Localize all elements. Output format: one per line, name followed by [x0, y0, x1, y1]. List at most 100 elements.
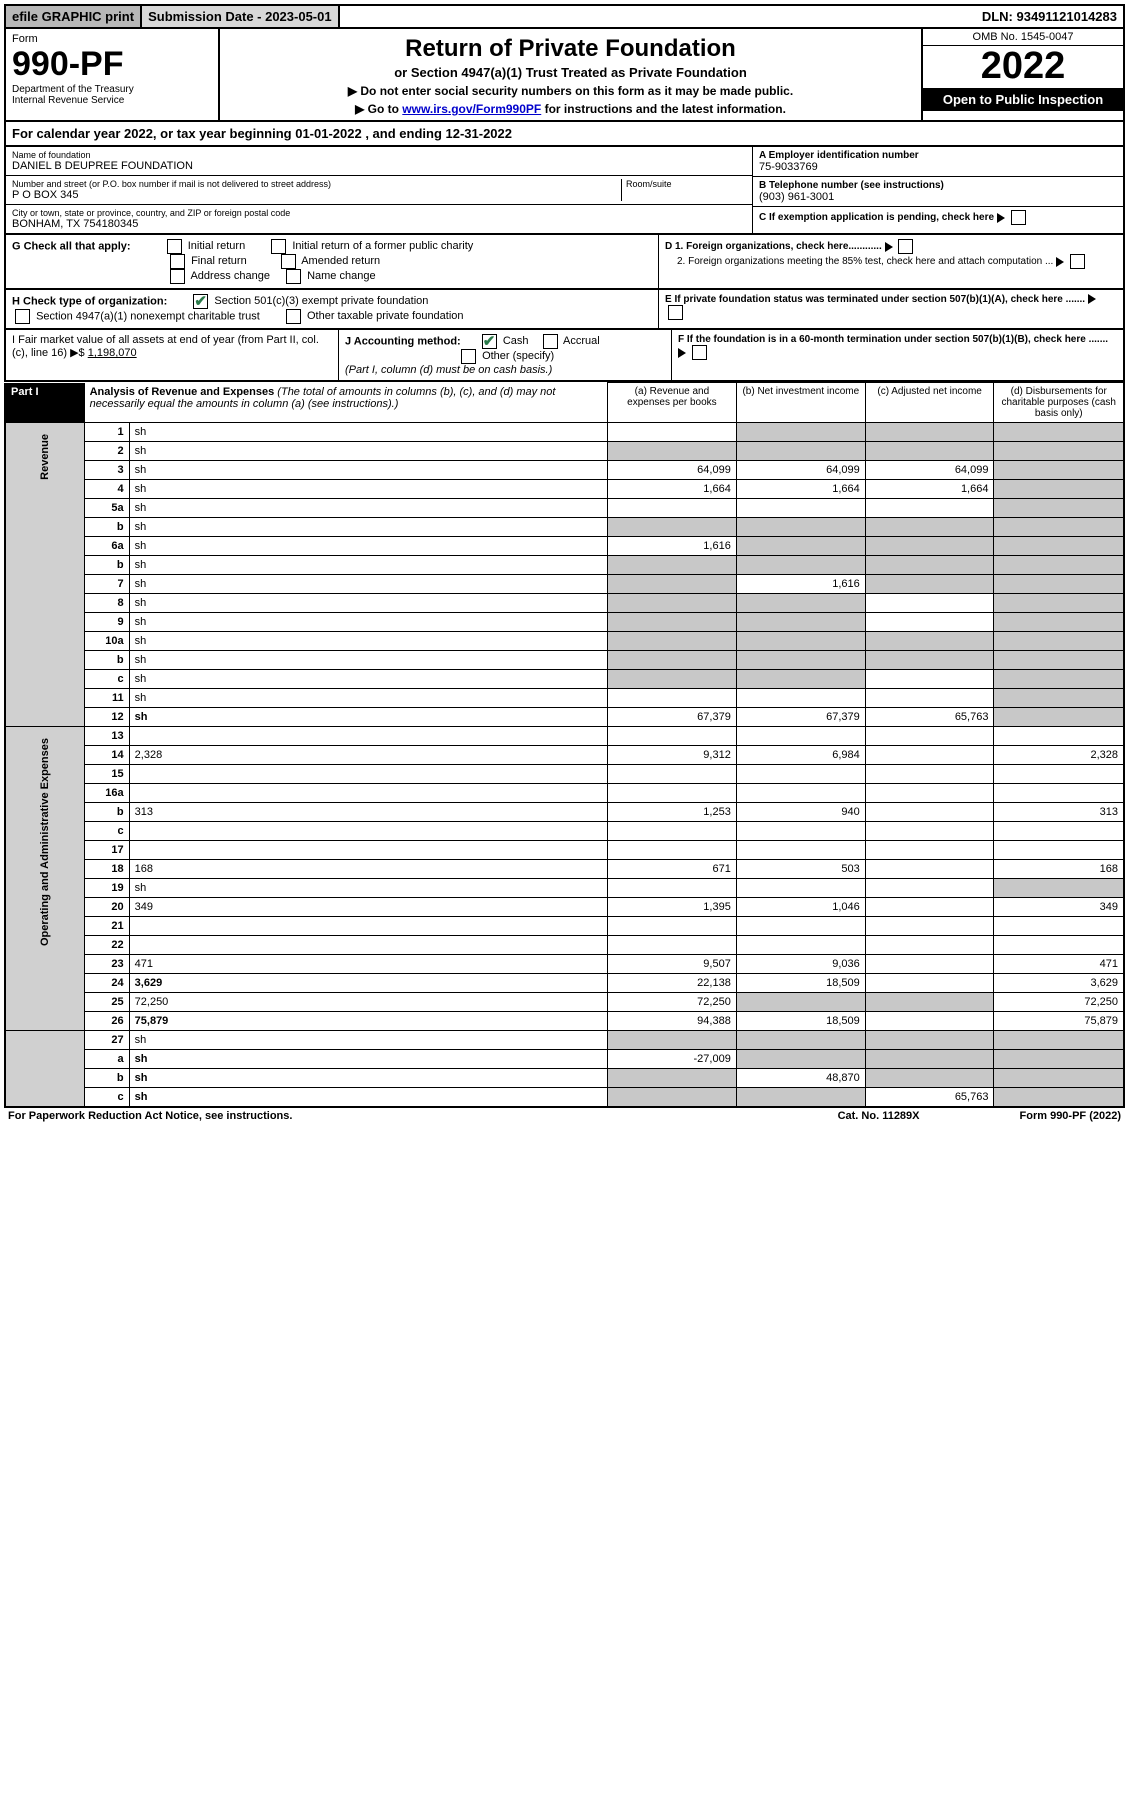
form-label: Form [12, 33, 212, 45]
open-to-public: Open to Public Inspection [923, 88, 1123, 111]
table-cell-shaded [865, 632, 994, 651]
e-checkbox[interactable] [668, 305, 683, 320]
f-checkbox[interactable] [692, 345, 707, 360]
line-description: sh [129, 613, 607, 632]
table-row: 21 [5, 917, 1124, 936]
line-number: 6a [85, 537, 130, 556]
g-amended-cb[interactable] [281, 254, 296, 269]
h-label: H Check type of organization: [12, 295, 167, 307]
g-final-return-cb[interactable] [170, 254, 185, 269]
g-address-change-cb[interactable] [170, 269, 185, 284]
line-description: sh [129, 575, 607, 594]
g-name-change-cb[interactable] [286, 269, 301, 284]
table-cell-shaded [994, 518, 1124, 537]
table-cell: 1,664 [736, 480, 865, 499]
table-cell: 671 [608, 860, 737, 879]
line-number: 25 [85, 993, 130, 1012]
part1-label: Part I [5, 383, 85, 423]
table-cell: 67,379 [608, 708, 737, 727]
h-4947-cb[interactable] [15, 309, 30, 324]
table-row: 243,62922,13818,5093,629 [5, 974, 1124, 993]
line-number: 20 [85, 898, 130, 917]
irs-label: Internal Revenue Service [12, 95, 212, 106]
g-initial-return-cb[interactable] [167, 239, 182, 254]
table-cell-shaded [994, 689, 1124, 708]
line-description: sh [129, 879, 607, 898]
table-cell-shaded [994, 461, 1124, 480]
table-cell [608, 917, 737, 936]
d1-checkbox[interactable] [898, 239, 913, 254]
h-501c3-cb[interactable] [193, 294, 208, 309]
line-description: sh [129, 442, 607, 461]
c-checkbox[interactable] [1011, 210, 1026, 225]
line-description: 349 [129, 898, 607, 917]
line-number: 24 [85, 974, 130, 993]
table-cell-shaded [994, 1031, 1124, 1050]
i-j-f-section: I Fair market value of all assets at end… [4, 330, 1125, 382]
table-cell-shaded [865, 518, 994, 537]
table-cell: 2,328 [994, 746, 1124, 765]
table-cell: 1,664 [865, 480, 994, 499]
arrow-icon [678, 348, 686, 358]
table-cell: 503 [736, 860, 865, 879]
table-cell [736, 689, 865, 708]
g-initial-former-cb[interactable] [271, 239, 286, 254]
g-d-section: G Check all that apply: Initial return I… [4, 235, 1125, 290]
table-row: 2675,87994,38818,50975,879 [5, 1012, 1124, 1031]
city-label: City or town, state or province, country… [12, 208, 746, 218]
line-description: sh [129, 537, 607, 556]
table-cell [865, 746, 994, 765]
table-cell-shaded [994, 537, 1124, 556]
line-number: c [85, 822, 130, 841]
j-other-cb[interactable] [461, 349, 476, 364]
table-row: 19sh [5, 879, 1124, 898]
room-label: Room/suite [626, 179, 746, 189]
j-accrual-cb[interactable] [543, 334, 558, 349]
table-row: 3sh64,09964,09964,099 [5, 461, 1124, 480]
line-description [129, 727, 607, 746]
table-cell: 18,509 [736, 1012, 865, 1031]
dln-number: DLN: 93491121014283 [976, 6, 1123, 27]
line-number: 18 [85, 860, 130, 879]
table-cell-shaded [994, 480, 1124, 499]
line-number: a [85, 1050, 130, 1069]
table-row: ash-27,009 [5, 1050, 1124, 1069]
table-cell-shaded [608, 594, 737, 613]
table-cell-shaded [736, 537, 865, 556]
table-cell: 1,395 [608, 898, 737, 917]
table-cell-shaded [608, 632, 737, 651]
i-fmv-value: 1,198,070 [88, 347, 137, 359]
h-other-taxable-cb[interactable] [286, 309, 301, 324]
tax-year: 2022 [923, 46, 1123, 88]
table-row: bsh [5, 518, 1124, 537]
table-cell: 6,984 [736, 746, 865, 765]
table-cell-shaded [608, 518, 737, 537]
table-cell-shaded [994, 708, 1124, 727]
line-description [129, 841, 607, 860]
table-cell: 22,138 [608, 974, 737, 993]
goto-instructions: ▶ Go to www.irs.gov/Form990PF for instru… [230, 102, 911, 116]
line-description [129, 765, 607, 784]
table-cell-shaded [736, 1031, 865, 1050]
table-row: 16a [5, 784, 1124, 803]
efile-print-button[interactable]: efile GRAPHIC print [6, 6, 142, 27]
line-number: 8 [85, 594, 130, 613]
line-number: 3 [85, 461, 130, 480]
line-description [129, 784, 607, 803]
line-description: 72,250 [129, 993, 607, 1012]
d2-checkbox[interactable] [1070, 254, 1085, 269]
irs-form-link[interactable]: www.irs.gov/Form990PF [402, 102, 541, 116]
table-cell-shaded [608, 556, 737, 575]
table-cell-shaded [994, 556, 1124, 575]
table-cell [736, 936, 865, 955]
table-cell-shaded [994, 442, 1124, 461]
table-row: Revenue1sh [5, 423, 1124, 442]
table-row: 4sh1,6641,6641,664 [5, 480, 1124, 499]
table-cell-shaded [994, 1050, 1124, 1069]
e-label: E If private foundation status was termi… [665, 294, 1085, 305]
table-cell [736, 727, 865, 746]
line-number: b [85, 651, 130, 670]
line-number: 1 [85, 423, 130, 442]
table-cell [994, 727, 1124, 746]
j-cash-cb[interactable] [482, 334, 497, 349]
